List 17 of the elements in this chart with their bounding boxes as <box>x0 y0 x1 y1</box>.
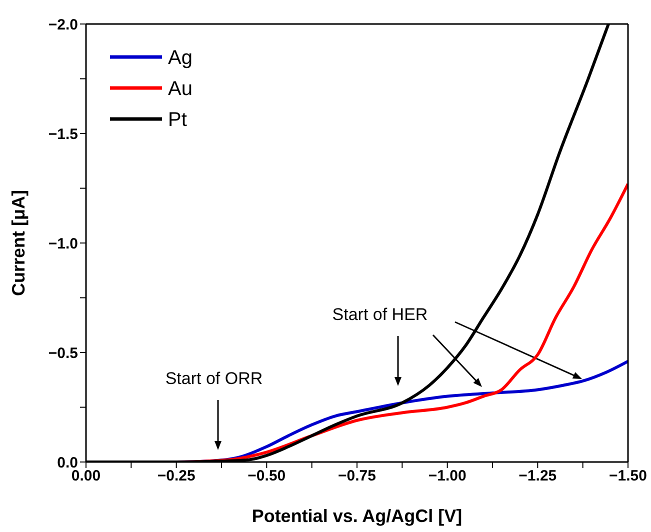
legend-label: Pt <box>168 109 188 131</box>
x-axis-title: Potential vs. Ag/AgCl [V] <box>252 506 462 526</box>
annotation: Start of HER <box>332 305 428 324</box>
x-tick-label: −1.50 <box>609 468 647 485</box>
x-tick-label: −0.25 <box>157 468 196 485</box>
y-tick-label: −1.0 <box>48 235 78 252</box>
y-tick-label: −1.5 <box>48 126 78 143</box>
y-tick-label: −2.0 <box>48 16 78 34</box>
x-tick-label: −1.00 <box>428 468 466 485</box>
legend-label: Ag <box>168 47 192 69</box>
y-axis-title: Current [μA] <box>8 190 28 296</box>
annotation: Start of ORR <box>165 369 263 388</box>
x-tick-label: −0.75 <box>338 468 376 485</box>
x-tick-label: −1.25 <box>518 468 557 485</box>
x-tick-label: −0.50 <box>248 468 286 485</box>
legend-label: Au <box>168 78 192 100</box>
y-tick-label: −0.5 <box>48 344 78 362</box>
